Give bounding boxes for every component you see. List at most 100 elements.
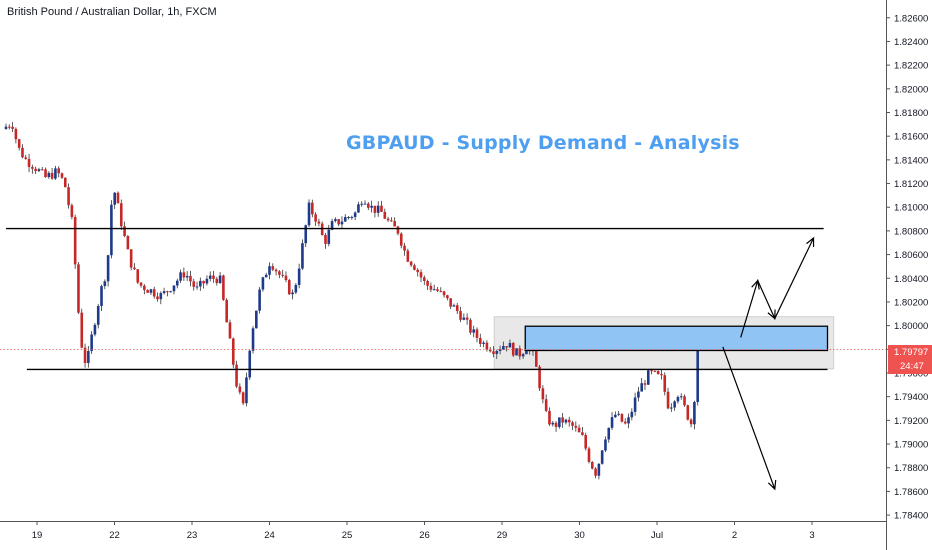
candle-body [212, 275, 215, 279]
price-tick-label: 1.80400 [894, 274, 928, 285]
time-tick-label: 29 [497, 530, 508, 541]
candle-body [511, 343, 515, 356]
candle [620, 413, 624, 423]
candle-body [185, 275, 189, 278]
price-tick-label: 1.82000 [894, 84, 928, 95]
candle-body [554, 422, 558, 427]
candle [515, 348, 518, 356]
candle [643, 379, 647, 390]
time-tick-label: 26 [419, 530, 430, 541]
candle-body [34, 168, 37, 172]
candle [577, 424, 581, 433]
candle-body [100, 286, 103, 306]
bearish-projection-path [722, 346, 776, 490]
candle-body [623, 421, 627, 424]
candle-body [238, 386, 242, 393]
candle [373, 205, 377, 218]
price-tick-label: 1.82400 [894, 37, 928, 48]
candle [409, 260, 413, 268]
candle-body [367, 203, 370, 208]
candle-body [103, 281, 107, 287]
candle-body [159, 293, 163, 300]
candle-body [399, 233, 403, 246]
candle [63, 177, 67, 188]
candle-body [21, 147, 24, 158]
candle [228, 319, 232, 339]
candle [103, 279, 107, 290]
candle-body [646, 370, 650, 385]
candle-body [90, 334, 93, 351]
candle [225, 298, 228, 323]
candle-body [373, 205, 377, 213]
candle-body [390, 220, 393, 222]
candle [287, 278, 291, 295]
candle [495, 349, 499, 359]
candle-body [455, 305, 459, 312]
candle-body [7, 126, 11, 128]
candle [281, 269, 284, 278]
candle-body [544, 399, 548, 411]
candle-body [205, 278, 209, 284]
candle-body [614, 414, 617, 418]
candle-body [551, 422, 555, 425]
candle-body [139, 282, 143, 286]
candle-body [363, 203, 367, 205]
candle-body [521, 354, 525, 357]
candle-body [670, 407, 673, 409]
candle [215, 276, 219, 286]
candle [508, 339, 512, 348]
time-tick-label: 22 [109, 530, 120, 541]
candle-body [653, 370, 657, 372]
candle [689, 418, 693, 428]
price-tick-label: 1.81000 [894, 203, 928, 214]
candle [673, 400, 676, 411]
price-tick-label: 1.78800 [894, 463, 928, 474]
candle [416, 268, 420, 277]
candle-body [409, 261, 413, 266]
candle [505, 346, 508, 352]
candle-body [126, 235, 130, 250]
candle-body [449, 298, 452, 307]
candle [633, 392, 637, 416]
candle-body [525, 351, 528, 355]
candle-body [479, 337, 482, 344]
candle-body [564, 419, 568, 423]
candle [205, 275, 209, 286]
candle [60, 172, 64, 179]
candle [432, 284, 436, 291]
candle [156, 292, 159, 302]
supply-demand-zone [524, 325, 829, 352]
candle [67, 183, 70, 209]
candle [663, 372, 667, 396]
candle-body [577, 427, 581, 433]
candle [350, 215, 354, 220]
candle-body [340, 221, 344, 225]
candle [261, 276, 265, 292]
candle [558, 417, 561, 429]
candle [212, 270, 215, 283]
candle [255, 310, 258, 329]
candle [123, 221, 126, 238]
candle [390, 217, 393, 222]
time-tick-label: 19 [32, 530, 43, 541]
candle-body [347, 216, 350, 218]
candle-body [459, 311, 462, 320]
candle [541, 385, 545, 404]
candle [376, 201, 380, 217]
candle [251, 326, 255, 354]
candle [136, 268, 140, 285]
candle [93, 323, 97, 337]
candle [419, 269, 423, 283]
candle-body [406, 250, 410, 262]
candle-body [446, 295, 449, 299]
candle [77, 262, 80, 315]
candle-body [426, 280, 429, 286]
candle-body [301, 243, 304, 269]
candle [189, 270, 192, 287]
candle [166, 290, 169, 297]
candle-body [50, 172, 54, 179]
candle-body [353, 212, 357, 217]
candle-body [228, 322, 232, 339]
